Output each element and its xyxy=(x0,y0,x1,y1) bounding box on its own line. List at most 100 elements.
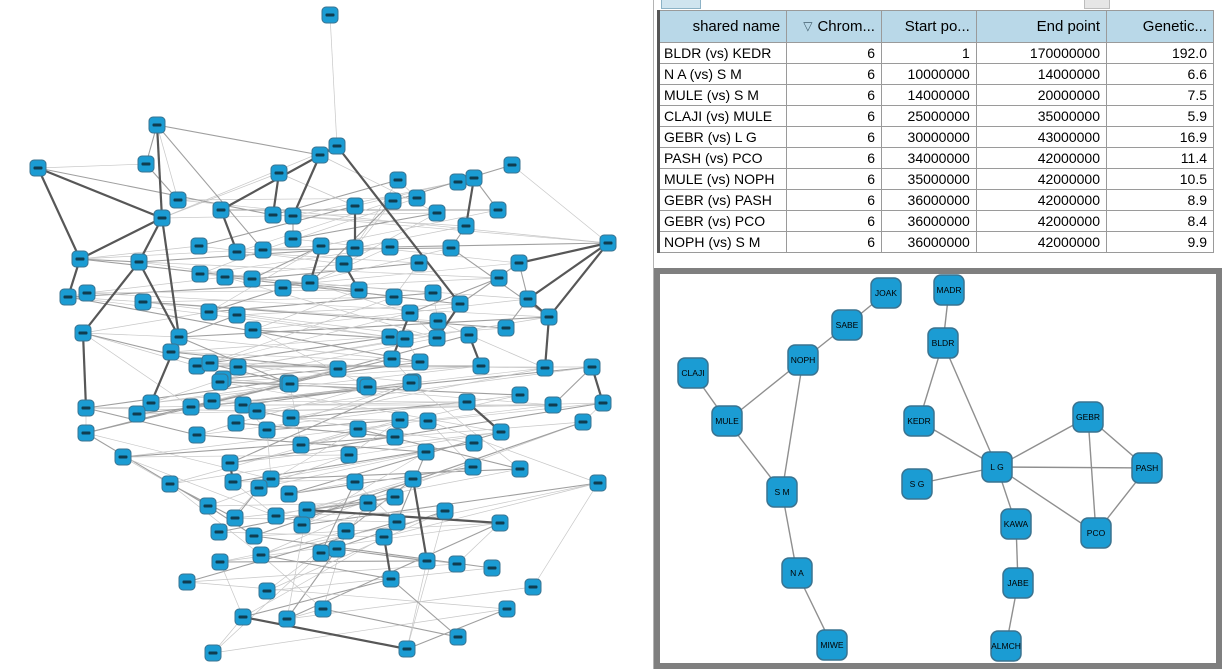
network-node[interactable] xyxy=(540,308,558,326)
network-node[interactable] xyxy=(77,424,95,442)
table-cell[interactable]: 30000000 xyxy=(880,126,977,148)
network-node[interactable] xyxy=(349,420,367,438)
network-node[interactable]: KAWA xyxy=(1000,508,1032,540)
filtered-network-panel[interactable]: JOAK SABE NOPH CLAJI MULE MADR BLDR KEDR GEBR L G… xyxy=(654,268,1222,669)
table-cell[interactable]: 170000000 xyxy=(975,42,1108,64)
table-cell[interactable]: 42000000 xyxy=(975,189,1108,211)
network-node[interactable] xyxy=(489,201,507,219)
network-node[interactable]: S M xyxy=(766,476,798,508)
network-node[interactable] xyxy=(248,402,266,420)
network-node[interactable] xyxy=(497,319,515,337)
network-node[interactable] xyxy=(574,413,592,431)
network-node[interactable] xyxy=(203,392,221,410)
table-cell[interactable]: GEBR (vs) L G xyxy=(657,126,788,148)
network-node[interactable] xyxy=(428,204,446,222)
network-node[interactable] xyxy=(199,497,217,515)
network-node[interactable] xyxy=(200,303,218,321)
network-node[interactable] xyxy=(130,253,148,271)
table-cell[interactable]: 34000000 xyxy=(880,147,977,169)
column-header[interactable]: Start po... xyxy=(880,10,977,43)
network-node[interactable] xyxy=(429,312,447,330)
network-node[interactable] xyxy=(293,516,311,534)
network-node[interactable] xyxy=(340,446,358,464)
table-cell[interactable]: 6.6 xyxy=(1106,63,1214,85)
network-node[interactable] xyxy=(170,328,188,346)
table-row[interactable]: BLDR (vs) KEDR 6 1 170000000 192.0 xyxy=(657,42,1214,64)
network-node[interactable] xyxy=(245,527,263,545)
filter-down-triangle-icon[interactable]: ▽ xyxy=(803,19,813,33)
network-node[interactable] xyxy=(278,610,296,628)
column-header[interactable]: shared name xyxy=(657,10,788,43)
network-node[interactable] xyxy=(188,426,206,444)
network-node[interactable] xyxy=(511,386,529,404)
network-node[interactable] xyxy=(153,209,171,227)
network-node[interactable] xyxy=(346,239,364,257)
table-cell[interactable]: 42000000 xyxy=(975,210,1108,232)
table-cell[interactable]: 6 xyxy=(786,126,882,148)
network-node[interactable] xyxy=(492,423,510,441)
table-cell[interactable]: 6 xyxy=(786,189,882,211)
network-node[interactable] xyxy=(346,473,364,491)
network-node[interactable] xyxy=(385,288,403,306)
table-row[interactable]: GEBR (vs) PCO 6 36000000 42000000 8.4 xyxy=(657,210,1214,232)
network-node[interactable] xyxy=(227,414,245,432)
network-node[interactable]: GEBR xyxy=(1072,401,1104,433)
network-node[interactable] xyxy=(292,436,310,454)
table-row[interactable]: CLAJI (vs) MULE 6 25000000 35000000 5.9 xyxy=(657,105,1214,127)
table-cell[interactable]: 8.9 xyxy=(1106,189,1214,211)
network-node[interactable] xyxy=(161,475,179,493)
table-cell[interactable]: 6 xyxy=(786,63,882,85)
network-node[interactable] xyxy=(216,268,234,286)
network-node[interactable] xyxy=(498,600,516,618)
network-node[interactable]: PCO xyxy=(1080,517,1112,549)
network-node[interactable] xyxy=(311,146,329,164)
network-node[interactable] xyxy=(391,411,409,429)
table-cell[interactable]: 35000000 xyxy=(975,105,1108,127)
network-node[interactable] xyxy=(381,328,399,346)
network-node[interactable] xyxy=(382,570,400,588)
network-node[interactable] xyxy=(182,398,200,416)
network-node[interactable] xyxy=(375,528,393,546)
network-node[interactable] xyxy=(408,189,426,207)
table-cell[interactable]: 7.5 xyxy=(1106,84,1214,106)
network-node[interactable] xyxy=(424,284,442,302)
table-cell[interactable]: 36000000 xyxy=(880,231,977,253)
network-node[interactable] xyxy=(190,237,208,255)
table-row[interactable]: N A (vs) S M 6 10000000 14000000 6.6 xyxy=(657,63,1214,85)
network-node[interactable] xyxy=(449,628,467,646)
network-node[interactable] xyxy=(490,269,508,287)
network-node[interactable] xyxy=(386,488,404,506)
network-node[interactable] xyxy=(282,409,300,427)
table-cell[interactable]: 6 xyxy=(786,84,882,106)
network-node[interactable] xyxy=(419,412,437,430)
table-cell[interactable]: 42000000 xyxy=(975,168,1108,190)
network-node[interactable] xyxy=(212,201,230,219)
network-node[interactable] xyxy=(510,254,528,272)
network-node[interactable]: N A xyxy=(781,557,813,589)
table-cell[interactable]: 42000000 xyxy=(975,231,1108,253)
network-node[interactable] xyxy=(210,523,228,541)
table-cell[interactable]: 14000000 xyxy=(880,84,977,106)
network-node[interactable] xyxy=(460,326,478,344)
table-cell[interactable]: 43000000 xyxy=(975,126,1108,148)
table-row[interactable]: MULE (vs) NOPH 6 35000000 42000000 10.5 xyxy=(657,168,1214,190)
network-node[interactable] xyxy=(201,354,219,372)
table-scrollbar-fragment[interactable] xyxy=(1084,0,1110,9)
network-node[interactable] xyxy=(134,293,152,311)
table-cell[interactable]: 11.4 xyxy=(1106,147,1214,169)
network-node[interactable] xyxy=(410,254,428,272)
table-row[interactable]: NOPH (vs) S M 6 36000000 42000000 9.9 xyxy=(657,231,1214,253)
network-node[interactable] xyxy=(71,250,89,268)
network-node[interactable] xyxy=(359,378,377,396)
network-node[interactable] xyxy=(254,241,272,259)
column-header[interactable]: End point xyxy=(975,10,1108,43)
network-node[interactable] xyxy=(449,173,467,191)
network-node[interactable] xyxy=(398,640,416,658)
table-row[interactable]: PASH (vs) PCO 6 34000000 42000000 11.4 xyxy=(657,147,1214,169)
network-node[interactable] xyxy=(451,295,469,313)
table-cell[interactable]: 25000000 xyxy=(880,105,977,127)
network-node[interactable] xyxy=(221,454,239,472)
network-node[interactable] xyxy=(536,359,554,377)
network-node[interactable] xyxy=(29,159,47,177)
table-cell[interactable]: 10.5 xyxy=(1106,168,1214,190)
